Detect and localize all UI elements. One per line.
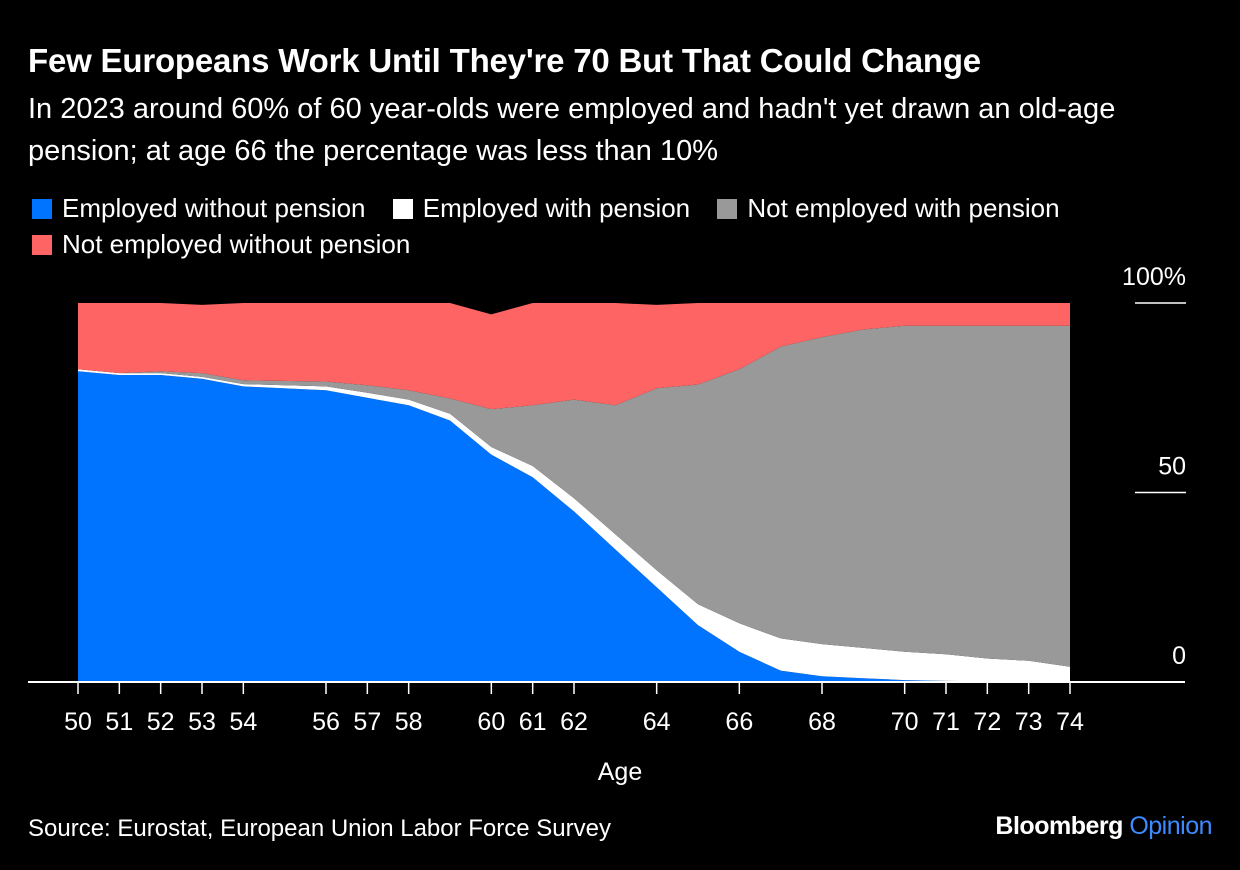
x-tick-label: 74 [1056, 708, 1084, 736]
y-tick-label: 0 [1172, 642, 1186, 670]
x-tick-label: 62 [560, 708, 588, 736]
y-axis: 0 50 100% [1122, 263, 1186, 670]
legend-label: Employed without pension [62, 193, 366, 223]
brand-name: Bloomberg [995, 812, 1123, 840]
x-tick-label: 53 [188, 708, 216, 736]
y-tick-label: 100% [1122, 263, 1186, 291]
x-tick-label: 73 [1015, 708, 1043, 736]
x-tick-label: 71 [932, 708, 960, 736]
legend-item-employed-without-pension: Employed without pension [32, 190, 366, 226]
legend-label: Not employed with pension [747, 193, 1060, 223]
brand-product: Opinion [1129, 812, 1212, 840]
legend-swatch-white [392, 199, 413, 219]
legend: Employed without pension Employed with p… [32, 190, 1212, 262]
x-tick-label: 58 [395, 708, 423, 736]
area-employed-without-pension [78, 371, 1070, 682]
x-axis: 50 51 52 53 54 56 57 58 60 61 62 64 66 68 70 71 72 73 74 [64, 682, 1084, 736]
x-tick-label: 61 [519, 708, 547, 736]
area-not-employed-without-pension [78, 303, 1070, 410]
x-tick-label: 70 [891, 708, 919, 736]
legend-swatch-gray [717, 199, 738, 219]
legend-label: Employed with pension [422, 193, 691, 223]
legend-item-not-employed-without-pension: Not employed without pension [32, 226, 410, 262]
area-not-employed-with-pension [78, 325, 1070, 667]
x-tick-label: 68 [808, 708, 836, 736]
legend-swatch-blue [32, 199, 52, 219]
x-tick-label: 64 [643, 708, 671, 736]
chart-title: Few Europeans Work Until They're 70 But … [28, 42, 981, 79]
x-tick-label: 54 [229, 708, 257, 736]
x-tick-label: 57 [353, 708, 381, 736]
y-tick-label: 50 [1158, 453, 1186, 481]
x-tick-label: 51 [105, 708, 133, 736]
legend-label: Not employed without pension [62, 229, 411, 259]
x-tick-label: 56 [312, 708, 340, 736]
area-layers [78, 303, 1070, 682]
source-note: Source: Eurostat, European Union Labor F… [28, 815, 611, 842]
legend-swatch-red [32, 235, 52, 255]
x-tick-label: 50 [64, 708, 92, 736]
chart-subtitle: In 2023 around 60% of 60 year-olds were … [28, 93, 1116, 167]
x-tick-label: 72 [973, 708, 1001, 736]
x-tick-label: 52 [147, 708, 175, 736]
brand-logo: Bloomberg Opinion [995, 812, 1212, 841]
x-tick-label: 66 [725, 708, 753, 736]
legend-item-employed-with-pension: Employed with pension [392, 190, 691, 226]
legend-item-not-employed-with-pension: Not employed with pension [717, 190, 1060, 226]
x-axis-title: Age [598, 758, 642, 786]
x-tick-label: 60 [477, 708, 505, 736]
